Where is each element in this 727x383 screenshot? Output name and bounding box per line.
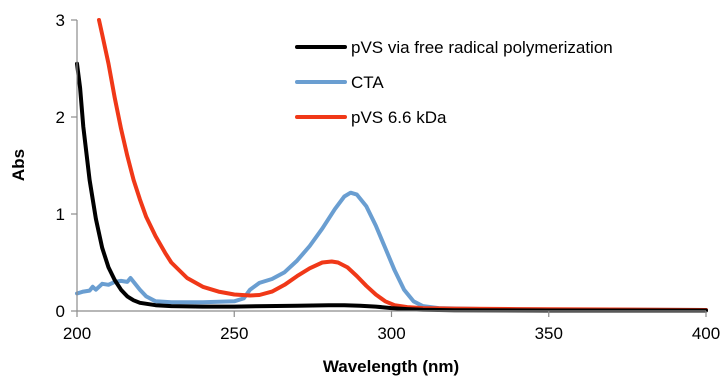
y-tick-label: 3 [56, 11, 65, 30]
x-axis-title: Wavelength (nm) [323, 357, 459, 376]
x-tick-label: 200 [63, 324, 91, 343]
legend-label-cta: CTA [351, 73, 384, 92]
plot-series [75, 18, 708, 313]
x-tick-label: 300 [377, 324, 405, 343]
x-ticks: 200 250 300 350 400 [63, 311, 720, 343]
y-tick-label: 2 [56, 108, 65, 127]
y-axis-title: Abs [9, 149, 28, 181]
legend-label-pvs-6-6-kda: pVS 6.6 kDa [351, 108, 447, 127]
legend-label-pvs-via-free-radical-polymerization: pVS via free radical polymerization [351, 38, 613, 57]
series-line-pvs-6-6-kda [97, 18, 708, 312]
y-ticks: 0 1 2 3 [56, 11, 77, 321]
y-tick-label: 1 [56, 205, 65, 224]
series-line-pvs-via-free-radical-polymerization [75, 61, 708, 313]
x-tick-label: 250 [220, 324, 248, 343]
x-tick-label: 400 [692, 324, 720, 343]
x-tick-label: 350 [535, 324, 563, 343]
series-line-cta [75, 190, 708, 312]
legend: pVS via free radical polymerization CTA pV… [295, 38, 613, 127]
y-tick-label: 0 [56, 302, 65, 321]
